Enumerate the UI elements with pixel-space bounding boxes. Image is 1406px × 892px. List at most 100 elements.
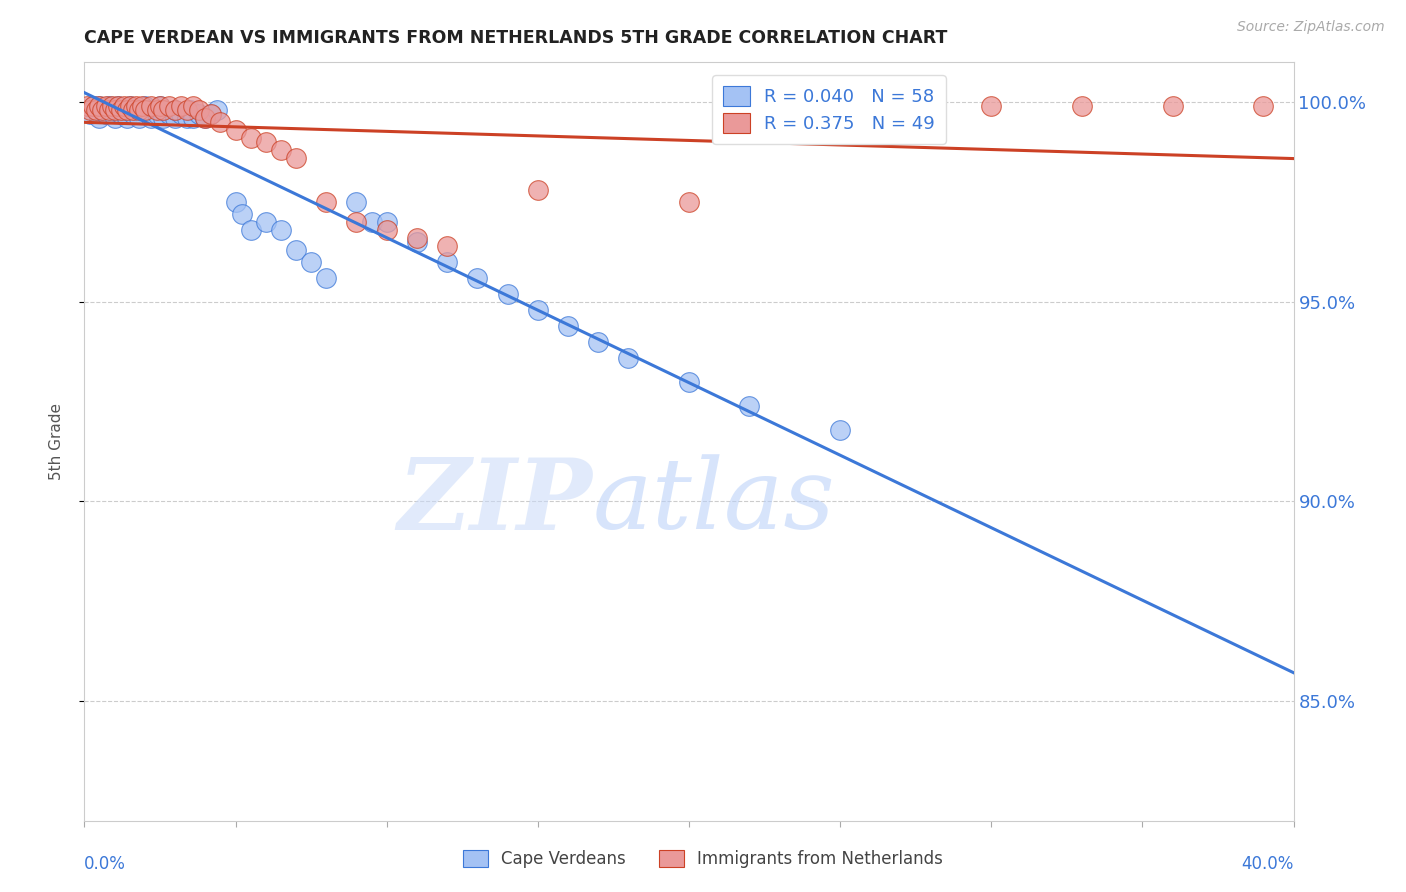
Point bbox=[112, 99, 135, 113]
Point bbox=[346, 195, 368, 210]
Text: ZIP: ZIP bbox=[398, 454, 592, 550]
Point bbox=[128, 103, 150, 118]
Point bbox=[436, 239, 458, 253]
Point bbox=[110, 107, 132, 121]
Y-axis label: 5th Grade: 5th Grade bbox=[49, 403, 63, 480]
Point bbox=[176, 103, 198, 118]
Point bbox=[146, 107, 169, 121]
Point bbox=[467, 271, 489, 285]
Point bbox=[89, 112, 111, 126]
Point bbox=[94, 99, 117, 113]
Point bbox=[152, 103, 174, 118]
Point bbox=[299, 255, 322, 269]
Point bbox=[270, 223, 292, 237]
Point bbox=[588, 334, 610, 349]
Point bbox=[82, 99, 104, 113]
Text: 40.0%: 40.0% bbox=[1241, 855, 1294, 872]
Point bbox=[121, 103, 143, 118]
Point bbox=[86, 103, 108, 118]
Point bbox=[112, 103, 135, 118]
Point bbox=[170, 107, 193, 121]
Point bbox=[115, 103, 138, 118]
Point bbox=[104, 112, 127, 126]
Point bbox=[346, 215, 368, 229]
Point bbox=[239, 131, 262, 145]
Point bbox=[188, 103, 211, 118]
Point bbox=[1161, 99, 1184, 113]
Point bbox=[231, 207, 253, 221]
Point bbox=[406, 235, 429, 249]
Point bbox=[678, 195, 700, 210]
Point bbox=[165, 103, 187, 118]
Point bbox=[181, 99, 204, 113]
Point bbox=[406, 231, 429, 245]
Point bbox=[91, 103, 114, 118]
Point bbox=[200, 107, 222, 121]
Point bbox=[181, 112, 204, 126]
Point bbox=[270, 143, 292, 157]
Legend: R = 0.040   N = 58, R = 0.375   N = 49: R = 0.040 N = 58, R = 0.375 N = 49 bbox=[711, 75, 946, 144]
Point bbox=[617, 351, 640, 365]
Point bbox=[89, 99, 111, 113]
Point bbox=[149, 99, 172, 113]
Point bbox=[176, 112, 198, 126]
Point bbox=[97, 103, 120, 118]
Point bbox=[115, 112, 138, 126]
Point bbox=[134, 99, 156, 113]
Point bbox=[527, 302, 550, 317]
Point bbox=[315, 271, 337, 285]
Point bbox=[225, 123, 247, 137]
Point bbox=[94, 107, 117, 121]
Point bbox=[496, 286, 519, 301]
Point bbox=[107, 99, 129, 113]
Point bbox=[375, 215, 398, 229]
Point bbox=[254, 135, 277, 149]
Point bbox=[285, 243, 308, 257]
Point bbox=[152, 112, 174, 126]
Point bbox=[254, 215, 277, 229]
Point bbox=[100, 103, 122, 118]
Point bbox=[89, 99, 111, 113]
Point bbox=[100, 99, 122, 113]
Point bbox=[104, 103, 127, 118]
Point bbox=[118, 99, 141, 113]
Point bbox=[157, 99, 180, 113]
Point bbox=[360, 215, 382, 229]
Point bbox=[170, 99, 193, 113]
Text: CAPE VERDEAN VS IMMIGRANTS FROM NETHERLANDS 5TH GRADE CORRELATION CHART: CAPE VERDEAN VS IMMIGRANTS FROM NETHERLA… bbox=[84, 29, 948, 47]
Point bbox=[1071, 99, 1094, 113]
Point bbox=[194, 112, 217, 126]
Point bbox=[131, 103, 153, 118]
Text: 0.0%: 0.0% bbox=[84, 855, 127, 872]
Point bbox=[134, 103, 156, 118]
Point bbox=[738, 399, 761, 413]
Point bbox=[557, 318, 579, 333]
Point bbox=[225, 195, 247, 210]
Point bbox=[110, 103, 132, 118]
Point bbox=[107, 99, 129, 113]
Point bbox=[131, 99, 153, 113]
Point bbox=[82, 99, 104, 113]
Point bbox=[91, 103, 114, 118]
Text: atlas: atlas bbox=[592, 455, 835, 549]
Point bbox=[239, 223, 262, 237]
Point bbox=[285, 151, 308, 165]
Point bbox=[125, 103, 148, 118]
Text: Source: ZipAtlas.com: Source: ZipAtlas.com bbox=[1237, 20, 1385, 34]
Point bbox=[194, 112, 217, 126]
Point bbox=[136, 103, 159, 118]
Point bbox=[86, 103, 108, 118]
Point bbox=[139, 99, 162, 113]
Point bbox=[315, 195, 337, 210]
Point bbox=[200, 107, 222, 121]
Point bbox=[125, 99, 148, 113]
Point bbox=[139, 112, 162, 126]
Point bbox=[146, 103, 169, 118]
Point bbox=[678, 375, 700, 389]
Point bbox=[121, 107, 143, 121]
Point bbox=[128, 112, 150, 126]
Point bbox=[97, 99, 120, 113]
Point bbox=[165, 103, 187, 118]
Point bbox=[165, 112, 187, 126]
Point bbox=[527, 183, 550, 197]
